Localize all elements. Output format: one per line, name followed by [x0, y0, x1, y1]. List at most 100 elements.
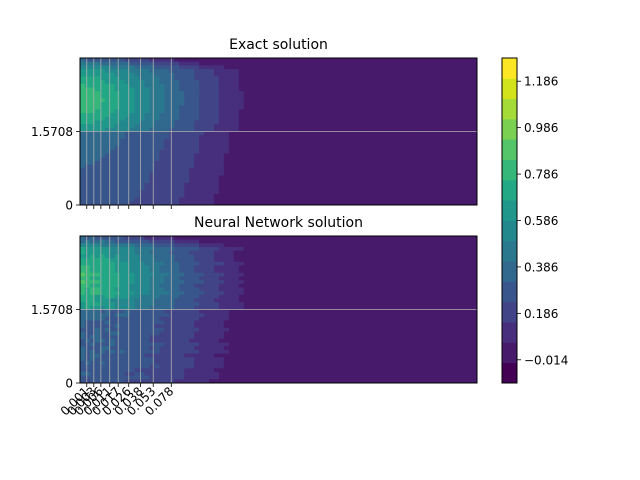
- contour-cell: [174, 157, 180, 162]
- contour-cell: [199, 335, 205, 340]
- contour-cell: [263, 83, 270, 88]
- contour-cell: [94, 353, 101, 358]
- contour-cell: [382, 138, 389, 144]
- contour-cell: [164, 179, 170, 184]
- contour-cell: [343, 80, 349, 85]
- contour-cell: [94, 102, 101, 107]
- contour-cell: [184, 294, 190, 300]
- contour-cell: [268, 283, 275, 289]
- contour-cell: [119, 182, 126, 188]
- contour-cell: [387, 127, 394, 133]
- contour-cell: [362, 80, 369, 85]
- contour-cell: [318, 102, 324, 107]
- contour-cell: [462, 72, 468, 77]
- contour-cell: [417, 61, 424, 66]
- contour-cell: [218, 349, 225, 355]
- contour-cell: [288, 131, 294, 136]
- contour-cell: [248, 298, 255, 303]
- contour-cell: [457, 146, 463, 151]
- contour-cell: [432, 138, 438, 144]
- contour-cell: [104, 305, 111, 311]
- contour-cell: [164, 102, 170, 107]
- contour-cell: [99, 379, 106, 383]
- contour-cell: [412, 149, 419, 155]
- contour-cell: [189, 142, 195, 147]
- contour-cell: [109, 265, 116, 270]
- contour-cell: [228, 313, 235, 318]
- contour-cell: [204, 83, 210, 88]
- contour-cell: [243, 80, 250, 85]
- contour-cell: [392, 69, 399, 74]
- contour-cell: [253, 91, 260, 96]
- contour-cell: [457, 87, 463, 92]
- contour-cell: [169, 182, 175, 188]
- contour-cell: [323, 179, 329, 184]
- contour-cell: [209, 175, 215, 180]
- contour-cell: [199, 120, 205, 125]
- contour-cell: [164, 131, 170, 136]
- contour-cell: [218, 87, 225, 92]
- contour-cell: [238, 349, 245, 355]
- contour-cell: [243, 175, 250, 180]
- contour-cell: [258, 353, 265, 358]
- contour-cell: [213, 142, 220, 147]
- contour-cell: [323, 164, 329, 169]
- contour-cell: [218, 368, 225, 373]
- contour-cell: [308, 83, 314, 88]
- contour-cell: [402, 197, 409, 202]
- contour-cell: [109, 87, 116, 92]
- contour-cell: [139, 338, 146, 344]
- contour-cell: [89, 76, 96, 81]
- contour-cell: [392, 157, 399, 162]
- contour-cell: [472, 65, 477, 70]
- contour-cell: [129, 283, 136, 289]
- contour-cell: [94, 346, 101, 351]
- contour-cell: [139, 265, 146, 270]
- contour-cell: [119, 149, 126, 155]
- contour-cell: [228, 102, 235, 107]
- contour-cell: [139, 171, 146, 177]
- contour-cell: [263, 302, 270, 307]
- contour-cell: [372, 164, 379, 169]
- contour-cell: [134, 324, 141, 329]
- contour-cell: [432, 87, 438, 92]
- contour-cell: [164, 364, 170, 369]
- contour-cell: [407, 197, 414, 202]
- contour-cell: [184, 120, 190, 125]
- contour-cell: [144, 69, 151, 74]
- contour-cell: [308, 91, 314, 96]
- contour-cell: [104, 338, 111, 344]
- contour-cell: [318, 193, 324, 199]
- contour-cell: [233, 291, 240, 296]
- contour-cell: [372, 135, 379, 140]
- contour-cell: [199, 179, 205, 184]
- contour-cell: [447, 105, 453, 111]
- contour-cell: [347, 127, 354, 133]
- contour-cell: [472, 76, 477, 81]
- contour-cell: [263, 269, 270, 274]
- contour-cell: [149, 131, 156, 136]
- contour-cell: [293, 353, 299, 358]
- contour-cell: [268, 113, 275, 118]
- contour-cell: [258, 287, 265, 292]
- contour-cell: [109, 349, 116, 355]
- contour-cell: [144, 276, 151, 281]
- contour-cell: [104, 349, 111, 355]
- contour-cell: [457, 65, 463, 70]
- contour-cell: [129, 61, 136, 66]
- contour-cell: [114, 276, 121, 281]
- contour-cell: [119, 197, 126, 202]
- contour-cell: [278, 83, 285, 88]
- contour-cell: [323, 120, 329, 125]
- contour-cell: [243, 171, 250, 177]
- contour-cell: [144, 309, 151, 314]
- contour-cell: [253, 331, 260, 336]
- contour-cell: [298, 164, 304, 169]
- contour-cell: [243, 338, 250, 344]
- contour-cell: [164, 83, 170, 88]
- contour-cell: [472, 61, 477, 66]
- contour-cell: [194, 197, 200, 202]
- contour-cell: [377, 116, 384, 122]
- contour-cell: [144, 171, 151, 177]
- contour-cell: [303, 58, 309, 63]
